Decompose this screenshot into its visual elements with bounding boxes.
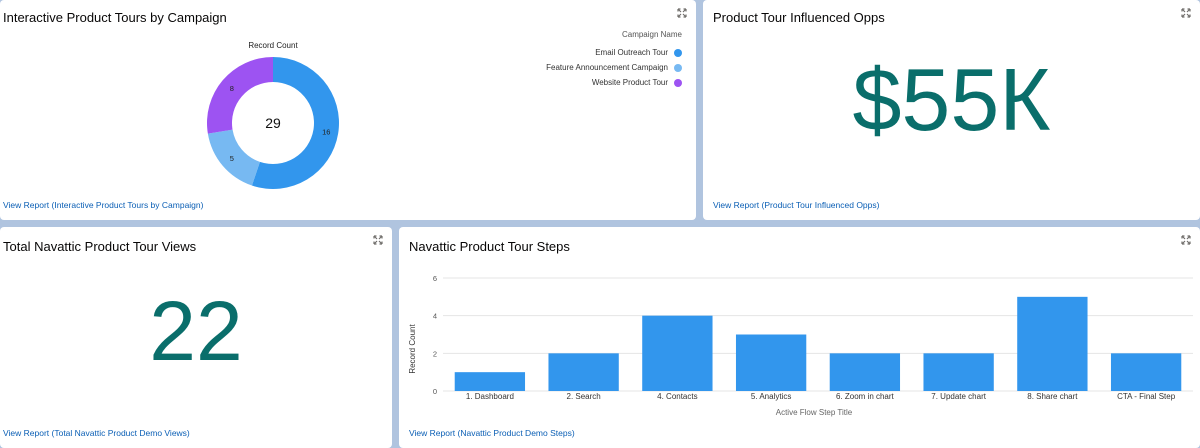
view-report-steps-link[interactable]: View Report (Navattic Product Demo Steps… [409, 428, 575, 438]
donut-chart: Record Count 16 5 8 29 [206, 41, 339, 189]
bar-chart: 0 2 4 6 1. Dashboard 2. Search 4. Contacts 5. … [408, 274, 1193, 417]
expand-icon[interactable] [1181, 235, 1191, 245]
x-tick-label: 8. Share chart [1027, 392, 1078, 401]
tour-steps-panel: Navattic Product Tour Steps 0 2 4 6 1. Dash… [399, 227, 1200, 448]
donut-slice-label: 16 [322, 128, 330, 137]
x-axis-label: Active Flow Step Title [776, 408, 853, 417]
y-axis-label: Record Count [408, 324, 417, 374]
x-tick-label: CTA - Final Step [1117, 392, 1176, 401]
influenced-opps-title: Product Tour Influenced Opps [713, 10, 885, 25]
view-report-influenced-link[interactable]: View Report (Product Tour Influenced Opp… [713, 200, 880, 210]
donut-slice-label: 5 [230, 154, 234, 163]
y-tick-label: 4 [433, 312, 437, 321]
bar[interactable] [1017, 296, 1088, 391]
influenced-opps-panel: Product Tour Influenced Opps $55К View R… [703, 0, 1200, 220]
tour-views-value: 22 [149, 284, 243, 378]
tour-views-title: Total Navattic Product Tour Views [3, 239, 197, 254]
x-tick-label: 5. Analytics [751, 392, 791, 401]
bar[interactable] [548, 353, 619, 391]
y-tick-label: 2 [433, 349, 437, 358]
legend-swatch [674, 48, 682, 57]
campaign-panel-title: Interactive Product Tours by Campaign [3, 10, 227, 25]
x-tick-label: 2. Search [567, 392, 601, 401]
view-report-campaign-link[interactable]: View Report (Interactive Product Tours b… [3, 200, 204, 210]
legend-swatch [674, 63, 682, 72]
bar[interactable] [735, 334, 807, 392]
legend-item[interactable]: Website Product Tour [546, 75, 682, 90]
y-tick-label: 6 [433, 274, 437, 283]
bar[interactable] [642, 315, 713, 391]
x-tick-label: 4. Contacts [657, 392, 697, 401]
legend-item-label: Feature Announcement Campaign [546, 63, 668, 72]
legend-item-label: Email Outreach Tour [595, 48, 668, 57]
expand-icon[interactable] [1181, 8, 1191, 18]
bar[interactable] [829, 353, 901, 391]
campaign-panel: Interactive Product Tours by Campaign Re… [0, 0, 696, 220]
bar[interactable] [454, 372, 526, 391]
donut-center-label: 29 [265, 115, 281, 131]
donut-title: Record Count [248, 41, 298, 50]
x-tick-label: 6. Zoom in chart [836, 392, 895, 401]
donut-slice[interactable] [251, 57, 339, 189]
expand-icon[interactable] [677, 8, 687, 18]
donut-legend: Campaign Name Email Outreach Tour Feature… [546, 30, 682, 90]
x-tick-label: 7. Update chart [931, 392, 986, 401]
donut-slice[interactable] [206, 57, 273, 134]
view-report-views-link[interactable]: View Report (Total Navattic Product Demo… [3, 428, 190, 438]
x-tick-label: 1. Dashboard [466, 392, 514, 401]
legend-swatch [674, 78, 682, 87]
bar[interactable] [923, 353, 994, 391]
donut-slice-label: 8 [230, 84, 234, 93]
influenced-opps-value: $55К [852, 50, 1051, 149]
legend-title: Campaign Name [621, 30, 682, 39]
legend-item-label: Website Product Tour [591, 78, 668, 87]
tour-steps-title: Navattic Product Tour Steps [409, 239, 570, 254]
y-tick-label: 0 [433, 387, 437, 396]
bar[interactable] [1110, 353, 1182, 391]
donut-slice[interactable] [207, 129, 260, 186]
legend-item[interactable]: Feature Announcement Campaign [546, 60, 682, 75]
tour-views-panel: Total Navattic Product Tour Views 22 Vie… [0, 227, 392, 448]
legend-item[interactable]: Email Outreach Tour [546, 45, 682, 60]
expand-icon[interactable] [373, 235, 383, 245]
